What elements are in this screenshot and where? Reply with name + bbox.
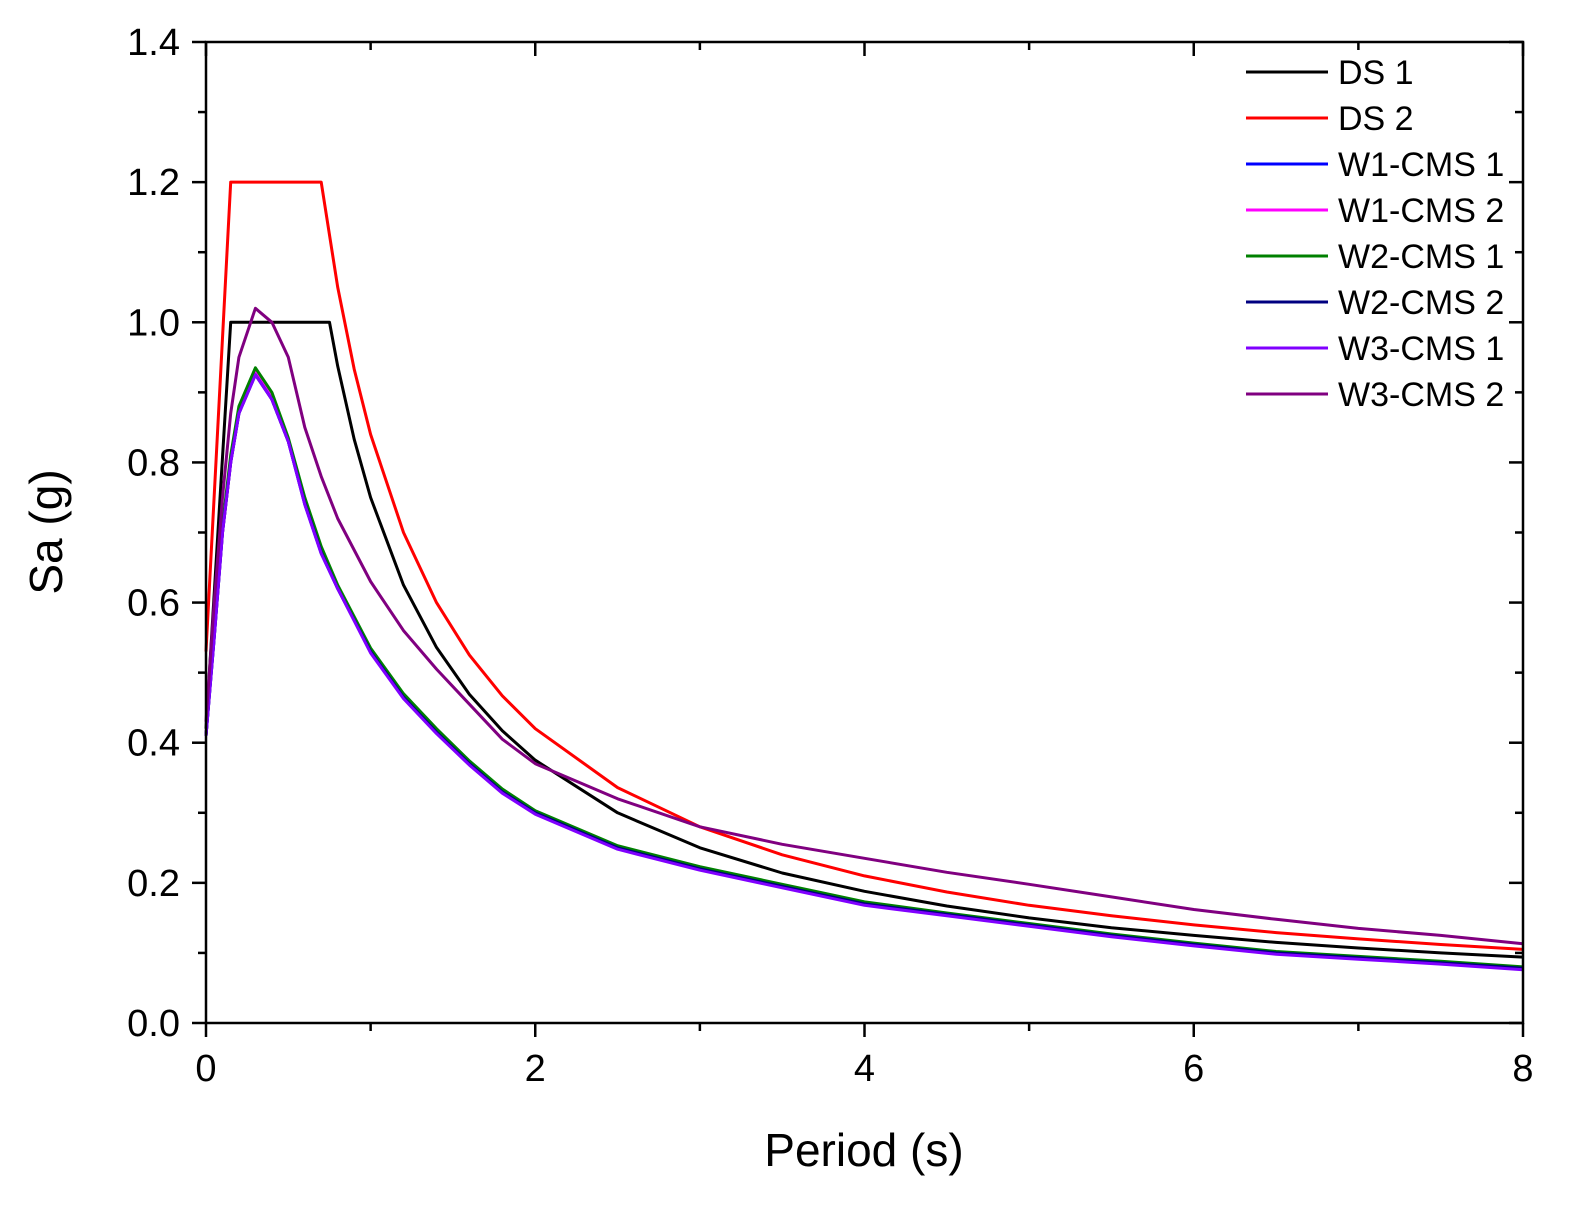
y-tick-label: 1.0: [127, 302, 180, 344]
series-line-ds-2: [204, 180, 1524, 951]
legend-label: DS 1: [1338, 54, 1414, 92]
series-line-ds-1: [204, 320, 1524, 959]
series-line-w3-cms-2: [204, 306, 1524, 946]
series-line-w3-cms-1: [204, 373, 1524, 972]
series-line-w2-cms-2: [204, 373, 1524, 970]
y-tick-label: 0.4: [127, 723, 180, 765]
legend-label: W3-CMS 1: [1338, 330, 1504, 368]
legend: DS 1 DS 2 W1-CMS 1 W1-CMS 2 W2-CMS 1 W2-CMS 2…: [1246, 54, 1504, 414]
x-axis-title: Period (s): [764, 1124, 963, 1176]
y-tick-label: 1.2: [127, 162, 180, 204]
x-tick-label: 4: [854, 1048, 875, 1090]
y-tick-label: 0.6: [127, 583, 180, 625]
series-layer: [204, 180, 1524, 972]
series-line-w1-cms-2: [204, 369, 1524, 970]
y-tick-label: 0.0: [127, 1003, 180, 1045]
axis-ticks: 0 2 4 6 8 0.0 0.2 0.4 0.6 0.8 1.0 1.2 1.4: [127, 22, 1533, 1090]
legend-label: DS 2: [1338, 100, 1414, 138]
x-tick-label: 2: [525, 1048, 546, 1090]
legend-label: W1-CMS 1: [1338, 146, 1504, 184]
x-tick-label: 6: [1183, 1048, 1204, 1090]
y-tick-label: 1.4: [127, 22, 180, 64]
y-tick-label: 0.8: [127, 442, 180, 484]
legend-label: W3-CMS 2: [1338, 376, 1504, 414]
legend-label: W2-CMS 1: [1338, 238, 1504, 276]
legend-label: W2-CMS 2: [1338, 284, 1504, 322]
legend-label: W1-CMS 2: [1338, 192, 1504, 230]
x-tick-label: 0: [195, 1048, 216, 1090]
x-tick-label: 8: [1512, 1048, 1533, 1090]
y-axis-title: Sa (g): [20, 469, 72, 594]
y-tick-label: 0.2: [127, 863, 180, 905]
series-line-w1-cms-1: [204, 369, 1524, 970]
